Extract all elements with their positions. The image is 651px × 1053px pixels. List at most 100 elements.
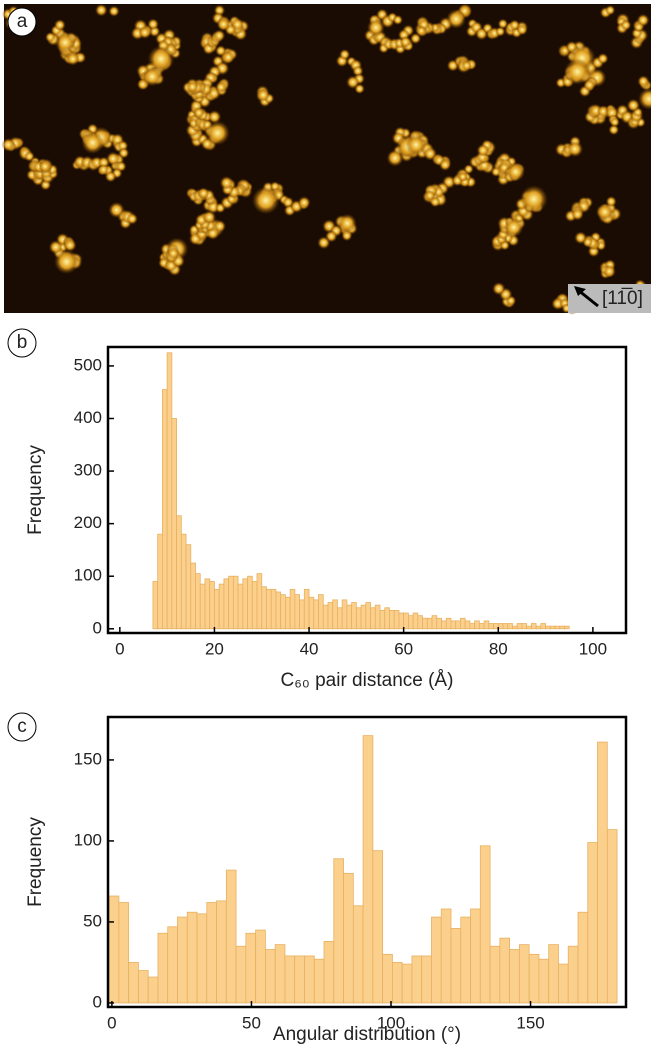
bar <box>450 928 462 1004</box>
bar <box>370 607 376 630</box>
bar <box>351 602 357 630</box>
molecule <box>108 5 120 17</box>
molecule <box>202 210 216 224</box>
bar <box>526 625 532 630</box>
bar <box>225 869 237 1004</box>
bar <box>337 607 343 630</box>
molecule <box>215 81 227 93</box>
bar <box>235 945 247 1004</box>
y-tick-label: 100 <box>74 830 102 849</box>
molecule <box>399 36 412 48</box>
chart: 0 20 40 60 80 100 0 100 200 300 400 500 C₆₀ pair dis… <box>7 328 628 691</box>
bar <box>284 596 291 630</box>
bar <box>426 617 433 630</box>
x-tick-label: 80 <box>489 639 508 658</box>
bar <box>460 617 466 630</box>
bar <box>554 625 561 630</box>
bar <box>460 916 471 1004</box>
panel-a-label: a <box>7 7 37 37</box>
bar <box>398 612 405 630</box>
bar <box>502 623 509 630</box>
direction-label: [11̅0] <box>602 288 643 309</box>
bar <box>606 829 618 1004</box>
bar <box>280 594 286 630</box>
bar <box>152 581 159 630</box>
molecule <box>193 107 205 119</box>
bar <box>274 944 286 1004</box>
molecule <box>97 164 110 176</box>
bar <box>545 625 551 630</box>
bar <box>294 594 300 630</box>
bar <box>275 591 282 630</box>
bar <box>171 418 177 630</box>
bright-cluster <box>251 186 280 215</box>
bar <box>549 625 556 630</box>
bar <box>261 586 267 630</box>
bar <box>379 609 386 630</box>
label-circle <box>7 328 37 358</box>
molecule <box>439 158 452 171</box>
x-tick-label: 0 <box>107 1013 116 1032</box>
bright-cluster <box>638 88 651 110</box>
bar <box>186 911 198 1004</box>
molecule <box>461 60 473 71</box>
bar <box>162 389 168 630</box>
bar <box>157 533 163 630</box>
bar <box>118 902 130 1004</box>
bar <box>464 620 471 630</box>
bar <box>270 588 277 630</box>
bar <box>284 955 296 1004</box>
bar <box>440 908 452 1004</box>
bar <box>304 955 315 1004</box>
bar <box>540 623 546 630</box>
bright-cluster <box>564 58 591 85</box>
bar <box>535 625 542 630</box>
bar <box>597 741 608 1004</box>
bar <box>332 599 338 630</box>
bright-cluster <box>596 203 614 221</box>
bar <box>206 902 217 1004</box>
bright-cluster <box>504 217 524 238</box>
bar <box>294 955 305 1004</box>
molecule <box>608 124 620 136</box>
bar <box>327 602 334 630</box>
bar <box>245 932 257 1004</box>
molecule <box>597 53 609 65</box>
bar <box>518 944 530 1004</box>
bar <box>138 970 149 1004</box>
bar <box>256 573 263 630</box>
x-tick-label: 50 <box>242 1013 261 1032</box>
molecule <box>609 117 620 128</box>
bar <box>308 596 315 630</box>
x-tick-label: 150 <box>516 1013 544 1032</box>
molecule <box>392 14 403 25</box>
bar <box>488 623 494 630</box>
bar <box>303 588 310 630</box>
bar <box>147 976 159 1004</box>
bar <box>355 607 362 630</box>
x-axis-label: Angular distribution (°) <box>273 1024 461 1045</box>
molecule <box>95 3 108 17</box>
molecule <box>457 171 468 182</box>
molecule <box>54 19 66 31</box>
bar <box>479 845 491 1004</box>
bar <box>417 615 423 630</box>
label-circle <box>7 712 37 742</box>
bar <box>323 940 335 1004</box>
molecule <box>126 213 138 225</box>
molecule <box>637 75 650 88</box>
y-tick-label: 500 <box>74 355 102 374</box>
bar <box>412 612 419 630</box>
bar <box>401 963 413 1004</box>
bar <box>299 599 305 630</box>
bar <box>214 588 220 630</box>
molecule <box>574 231 587 245</box>
molecule <box>354 83 365 95</box>
bright-cluster <box>519 185 548 214</box>
bar <box>384 607 390 630</box>
direction-box: [11̅0] <box>568 284 651 313</box>
x-tick-label: 60 <box>394 639 413 658</box>
molecule <box>63 238 77 252</box>
bar <box>431 916 442 1004</box>
bar <box>313 958 325 1004</box>
